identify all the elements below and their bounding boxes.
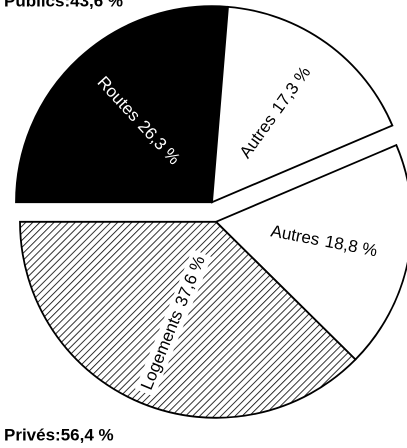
label-box	[134, 249, 212, 397]
pie-slice	[214, 143, 407, 361]
group-label: Privés:56,4 %	[4, 425, 114, 444]
pie-slice	[210, 5, 394, 204]
pie-slice	[19, 220, 357, 419]
pie-slice	[15, 5, 229, 204]
group-label: Publics:43,6 %	[4, 0, 123, 10]
